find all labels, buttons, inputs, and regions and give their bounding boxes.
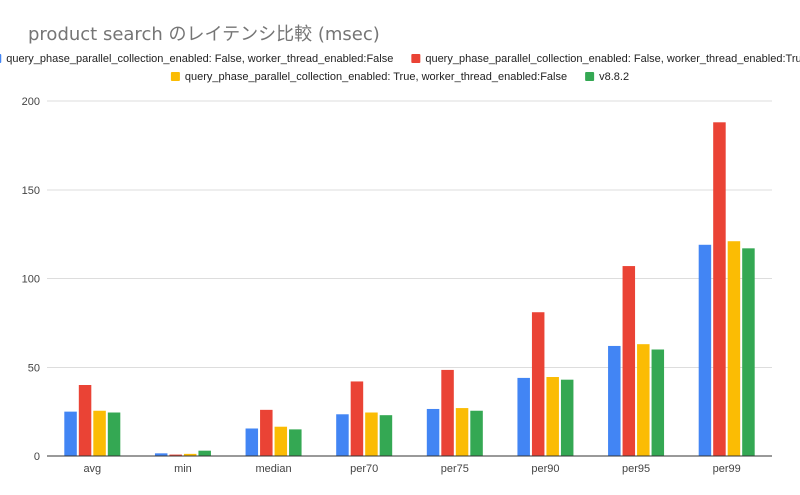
bar bbox=[379, 415, 393, 456]
y-axis-ticks: 0 50 100 150 200 bbox=[22, 96, 40, 463]
x-tick-label: per95 bbox=[622, 463, 650, 475]
bar bbox=[365, 412, 378, 456]
x-tick-label: per70 bbox=[350, 463, 378, 475]
bar bbox=[698, 244, 712, 456]
bar bbox=[154, 453, 168, 456]
bar bbox=[198, 450, 211, 456]
bar bbox=[560, 379, 574, 456]
bar bbox=[336, 414, 349, 456]
bar bbox=[441, 369, 454, 456]
legend-swatch bbox=[585, 72, 595, 81]
bar bbox=[289, 429, 302, 457]
x-tick-label: median bbox=[256, 463, 292, 475]
x-tick-label: per90 bbox=[531, 463, 559, 475]
bar bbox=[517, 377, 530, 456]
bar bbox=[608, 345, 621, 456]
bar bbox=[637, 344, 650, 456]
chart-title: product search のレイテンシ比較 (msec) bbox=[28, 24, 380, 45]
bar bbox=[546, 377, 559, 456]
legend-label: v8.8.2 bbox=[599, 71, 629, 83]
bar bbox=[622, 266, 636, 456]
y-tick-label: 50 bbox=[28, 362, 40, 374]
bar bbox=[651, 349, 665, 456]
legend-swatch bbox=[411, 54, 421, 63]
bar bbox=[260, 409, 273, 456]
bar bbox=[274, 426, 288, 456]
bar bbox=[78, 385, 92, 456]
y-tick-label: 0 bbox=[34, 451, 40, 463]
x-tick-label: avg bbox=[83, 463, 101, 475]
bar bbox=[470, 410, 483, 456]
bar bbox=[245, 428, 259, 456]
bar bbox=[183, 453, 197, 456]
y-tick-label: 200 bbox=[22, 96, 40, 108]
x-tick-label: min bbox=[174, 463, 192, 475]
bar bbox=[350, 381, 364, 456]
bar bbox=[426, 408, 440, 456]
bar bbox=[531, 312, 545, 456]
legend-label: query_phase_parallel_collection_enabled:… bbox=[425, 53, 800, 65]
bar bbox=[107, 412, 121, 456]
y-tick-label: 100 bbox=[22, 274, 40, 286]
legend-swatch bbox=[0, 54, 2, 63]
legend-label: query_phase_parallel_collection_enabled:… bbox=[185, 71, 567, 83]
bar bbox=[742, 248, 755, 456]
bar bbox=[64, 411, 77, 457]
x-axis-ticks: avg min median per70 per75 per90 per95 per99 bbox=[83, 463, 740, 475]
bar bbox=[713, 122, 726, 457]
y-tick-label: 150 bbox=[22, 185, 40, 197]
x-tick-label: per99 bbox=[713, 463, 741, 475]
bar bbox=[727, 241, 741, 456]
bar bbox=[93, 410, 106, 456]
bars bbox=[47, 122, 772, 457]
x-tick-label: per75 bbox=[441, 463, 469, 475]
bar bbox=[169, 454, 182, 456]
legend: query_phase_parallel_collection_enabled:… bbox=[0, 53, 800, 83]
bar bbox=[455, 408, 469, 456]
legend-label: query_phase_parallel_collection_enabled:… bbox=[6, 53, 393, 65]
legend-swatch bbox=[170, 72, 180, 81]
